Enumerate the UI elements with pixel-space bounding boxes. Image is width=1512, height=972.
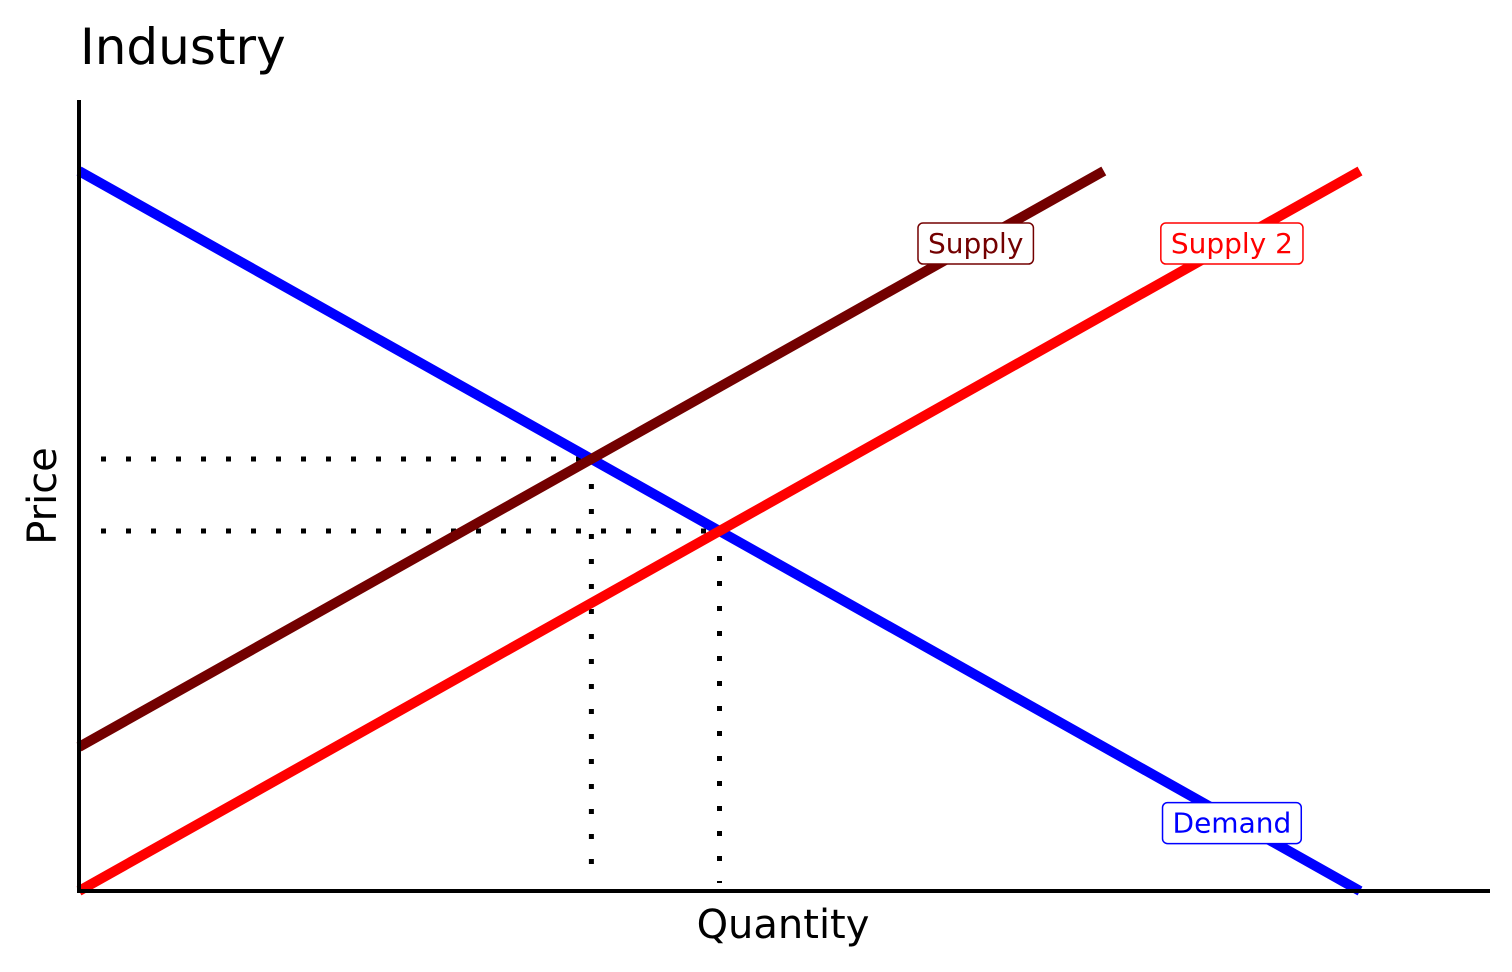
series-label-text: Supply 2	[1171, 227, 1293, 260]
series-label-box	[1160, 222, 1304, 265]
series-line-supply	[76, 166, 1107, 752]
series-label-demand: Demand	[1161, 801, 1303, 845]
y-axis-label: Price	[20, 447, 66, 545]
series-label-text: Supply	[928, 227, 1023, 260]
reference-lines	[101, 456, 722, 883]
series-labels: Demand Supply Supply 2	[917, 222, 1304, 845]
series-label-text: Demand	[1173, 807, 1292, 840]
series-lines	[76, 166, 1363, 896]
series-label-box	[1161, 801, 1303, 845]
chart-title: Industry	[80, 18, 286, 76]
series-label-supply-2: Supply 2	[1160, 222, 1304, 265]
series-line-supply-2	[76, 166, 1363, 896]
series-label-box	[917, 222, 1035, 265]
series-label-supply: Supply	[917, 222, 1035, 265]
x-axis-label: Quantity	[697, 902, 870, 948]
